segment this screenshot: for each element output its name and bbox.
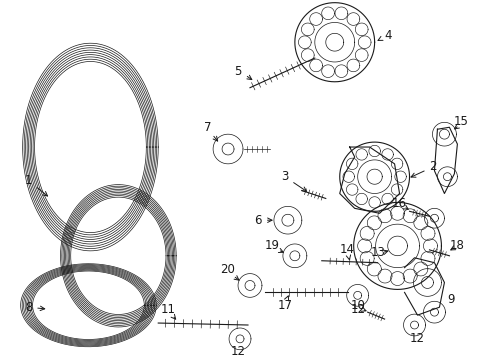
- Text: 19: 19: [264, 239, 279, 252]
- Text: 12: 12: [349, 303, 365, 316]
- Text: 2: 2: [410, 160, 436, 177]
- Text: 14: 14: [339, 243, 354, 260]
- Text: 11: 11: [161, 303, 175, 316]
- Text: 6: 6: [254, 214, 271, 227]
- Text: 10: 10: [349, 299, 365, 312]
- Text: 9: 9: [447, 293, 454, 306]
- Text: 17: 17: [277, 299, 292, 312]
- Text: 18: 18: [449, 239, 464, 252]
- Text: 8: 8: [25, 301, 44, 314]
- Text: 5: 5: [234, 66, 241, 78]
- Text: 15: 15: [453, 115, 468, 128]
- Text: 12: 12: [409, 332, 424, 345]
- Text: 20: 20: [220, 263, 235, 276]
- Text: 12: 12: [230, 345, 245, 358]
- Text: 16: 16: [391, 197, 406, 210]
- Text: 1: 1: [25, 174, 47, 196]
- Text: 3: 3: [281, 170, 306, 192]
- Text: 7: 7: [204, 121, 211, 134]
- Text: 13: 13: [369, 246, 384, 259]
- Text: 4: 4: [377, 29, 391, 42]
